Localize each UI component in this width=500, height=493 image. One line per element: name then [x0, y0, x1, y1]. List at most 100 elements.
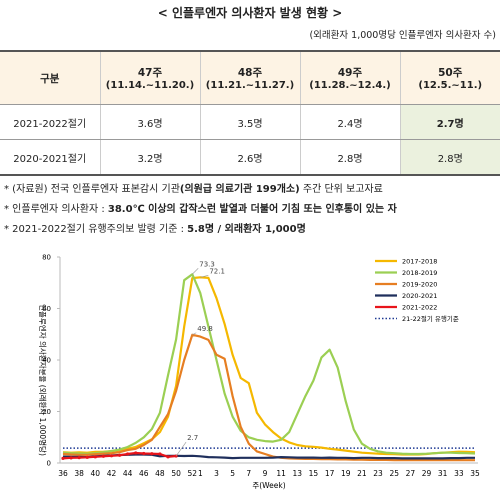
point-marker: [142, 451, 146, 456]
legend-label: 2021-2022: [402, 304, 437, 312]
y-tick-label: 60: [42, 305, 51, 313]
legend-label: 2018-2019: [402, 269, 437, 277]
note-text: 5.8명 / 외래환자 1,000명: [187, 224, 306, 235]
series-line: [62, 273, 476, 456]
point-marker: [101, 454, 105, 458]
week-range: (11.14.~11.20.): [105, 80, 195, 91]
note-text: * (자료원) 전국 인플루엔자 표본감시 기관: [4, 184, 180, 195]
table-row: 2020-2021절기 3.2명 2.6명 2.8명 2.8명: [0, 139, 500, 176]
x-tick-label: 31: [438, 469, 448, 478]
x-tick-label: 29: [422, 469, 432, 478]
x-tick-label: 35: [470, 469, 480, 478]
x-tick-label: 44: [123, 469, 133, 478]
x-tick-label: 27: [406, 469, 416, 478]
point-marker: [109, 454, 114, 458]
point-marker: [93, 455, 97, 459]
note-text: 주간 단위 보고자료: [299, 184, 383, 195]
label-leader: [175, 441, 187, 457]
table-cell: 2.8명: [299, 139, 400, 176]
point-marker: [158, 452, 162, 456]
note-text: (의원급 의료기관 199개소): [179, 184, 300, 195]
table-cell: 3.2명: [99, 139, 200, 176]
table-cell: 2.7명: [399, 104, 500, 140]
legend-label: 2019-2020: [402, 281, 437, 289]
x-tick-label: 1: [198, 469, 203, 478]
x-tick-label: 48: [155, 469, 165, 478]
point-marker: [61, 456, 65, 460]
header-cell: 구분: [0, 50, 100, 105]
note-text: * 2021-2022절기 유행주의보 발령 기준 :: [4, 224, 188, 235]
table-cell: 3.6명: [99, 104, 200, 140]
table-cell: 2.6명: [199, 139, 300, 176]
table-cell: 2021-2022절기: [0, 104, 100, 140]
notes: * (자료원) 전국 인플루엔자 표본감시 기관(의원급 의료기관 199개소)…: [4, 180, 500, 240]
note-line: * 2021-2022절기 유행주의보 발령 기준 : 5.8명 / 외래환자 …: [4, 220, 500, 240]
y-tick-label: 40: [42, 357, 51, 365]
week-label: 50주: [438, 67, 463, 79]
week-label: 48주: [237, 67, 263, 79]
data-label: 49.8: [197, 325, 213, 333]
x-tick-label: 3: [214, 469, 219, 478]
x-tick-label: 15: [309, 469, 319, 478]
series-line: [62, 333, 475, 462]
legend-label: 2017-2018: [402, 258, 437, 266]
point-marker: [166, 455, 170, 459]
table-cell: 2020-2021절기: [0, 139, 100, 176]
data-label: 72.1: [209, 267, 225, 275]
series-line: [62, 453, 475, 460]
x-tick-label: 9: [263, 469, 268, 478]
week-range: (11.21.~11.27.): [205, 80, 295, 91]
x-tick-label: 23: [373, 469, 383, 478]
week-range: (11.28.~12.4.): [309, 80, 391, 91]
point-marker: [134, 451, 138, 455]
x-tick-label: 38: [74, 469, 84, 478]
point-marker: [150, 452, 154, 456]
week-label: 49주: [337, 67, 363, 79]
x-tick-label: 33: [454, 469, 464, 478]
legend-label: 21-22절기 유행기준: [402, 314, 459, 323]
x-tick-label: 40: [91, 469, 101, 478]
y-axis-label: 인플루엔자 의사환자분율 (외래환자 1,000명당): [38, 304, 48, 456]
note-text: * 인플루엔자 의사환자 :: [4, 204, 108, 215]
header-cell: 49주 (11.28.~12.4.): [299, 50, 400, 105]
week-label: 47주: [137, 67, 163, 79]
y-tick-label: 20: [42, 408, 51, 416]
x-tick-label: 11: [276, 469, 286, 478]
data-label: 2.7: [187, 434, 198, 442]
x-axis-label: 주(Week): [252, 481, 285, 490]
note-text: 38.0℃ 이상의 갑작스런 발열과 더불어 기침 또는 인후통이 있는 자: [107, 204, 397, 215]
y-tick-label: 80: [42, 254, 51, 262]
header-cell: 50주 (12.5.~11.): [399, 50, 500, 105]
x-tick-label: 7: [246, 469, 251, 478]
x-tick-label: 17: [325, 469, 335, 478]
table-row: 2021-2022절기 3.6명 3.5명 2.4명 2.7명: [0, 104, 500, 140]
label-leader: [192, 268, 199, 275]
note-line: * (자료원) 전국 인플루엔자 표본감시 기관(의원급 의료기관 199개소)…: [4, 180, 500, 200]
table-cell: 3.5명: [199, 104, 300, 140]
note-line: * 인플루엔자 의사환자 : 38.0℃ 이상의 갑작스런 발열과 더불어 기침…: [4, 200, 500, 220]
table-cell: 2.8명: [399, 139, 500, 176]
label-leader: [192, 332, 197, 336]
x-tick-label: 46: [139, 469, 149, 478]
x-tick-label: 42: [107, 469, 117, 478]
legend-label: 2020-2021: [402, 292, 437, 300]
header-cell: 48주 (11.21.~11.27.): [199, 50, 300, 105]
point-marker: [85, 455, 89, 459]
x-tick-label: 25: [389, 469, 399, 478]
point-marker: [69, 456, 73, 460]
week-range: (12.5.~11.): [418, 80, 483, 91]
point-marker: [126, 452, 130, 456]
x-tick-label: 19: [341, 469, 351, 478]
x-tick-label: 50: [171, 469, 181, 478]
page-title: < 인플루엔자 의사환자 발생 현황 >: [157, 6, 343, 20]
point-marker: [117, 453, 122, 457]
data-label: 73.3: [199, 260, 215, 268]
y-tick-label: 0: [47, 460, 51, 468]
x-tick-label: 52: [187, 469, 197, 478]
point-marker: [77, 455, 81, 460]
data-table: 구분 47주 (11.14.~11.20.) 48주 (11.21.~11.27.) 49…: [0, 50, 500, 176]
header-cell: 47주 (11.14.~11.20.): [99, 50, 200, 105]
